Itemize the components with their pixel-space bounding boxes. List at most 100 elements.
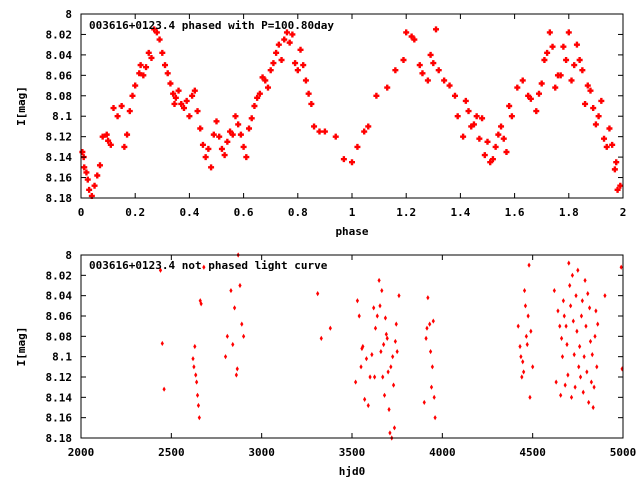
data-point bbox=[573, 384, 577, 390]
data-point bbox=[527, 262, 531, 268]
data-point bbox=[397, 293, 401, 299]
x-tick-label: 0 bbox=[78, 206, 85, 219]
data-point bbox=[595, 364, 599, 370]
data-point bbox=[614, 186, 621, 193]
data-point bbox=[495, 131, 502, 138]
data-point bbox=[316, 291, 320, 297]
data-point bbox=[159, 49, 166, 56]
data-point bbox=[164, 70, 171, 77]
data-point bbox=[382, 392, 387, 398]
data-point bbox=[99, 133, 106, 140]
data-point bbox=[178, 100, 185, 107]
y-tick-label: 8.02 bbox=[46, 269, 73, 282]
data-point bbox=[526, 313, 530, 319]
data-point bbox=[300, 62, 307, 69]
data-point bbox=[319, 335, 323, 341]
data-point bbox=[560, 43, 567, 50]
x-tick-label: 3000 bbox=[248, 446, 275, 459]
data-point bbox=[392, 425, 397, 431]
data-point bbox=[400, 57, 407, 63]
data-point bbox=[559, 335, 564, 341]
data-point bbox=[573, 41, 580, 48]
data-point bbox=[611, 166, 618, 173]
data-point bbox=[585, 369, 589, 375]
data-point bbox=[370, 352, 374, 358]
data-point bbox=[156, 36, 163, 43]
data-point bbox=[183, 97, 190, 104]
data-point bbox=[498, 123, 505, 130]
data-point bbox=[189, 92, 196, 99]
data-point bbox=[473, 113, 480, 120]
data-point bbox=[186, 113, 193, 120]
data-point bbox=[582, 100, 589, 107]
data-point bbox=[234, 372, 238, 378]
y-tick-label: 8.16 bbox=[46, 412, 73, 425]
data-point bbox=[297, 46, 304, 53]
data-point bbox=[619, 264, 623, 270]
data-point bbox=[568, 77, 575, 84]
data-point bbox=[194, 108, 201, 115]
data-point bbox=[522, 369, 526, 375]
data-point bbox=[546, 29, 553, 36]
data-point bbox=[506, 103, 513, 110]
data-point bbox=[377, 277, 381, 284]
data-point bbox=[533, 108, 540, 115]
data-point bbox=[584, 82, 591, 89]
data-point bbox=[583, 277, 587, 284]
data-point bbox=[521, 359, 525, 365]
data-point bbox=[124, 131, 131, 138]
data-point bbox=[316, 128, 323, 135]
data-point bbox=[424, 335, 428, 341]
data-point bbox=[569, 394, 574, 400]
data-point bbox=[557, 72, 564, 79]
data-point bbox=[363, 396, 367, 402]
data-point bbox=[227, 128, 234, 135]
unphased-light-curve-panel: 2000 2500 3000 3500 4000 4500 5000 8 8.02 8.04 8.0… bbox=[15, 249, 636, 478]
data-point bbox=[394, 321, 398, 327]
data-point bbox=[500, 135, 507, 142]
data-point bbox=[205, 145, 212, 152]
data-point bbox=[522, 287, 527, 294]
data-point bbox=[484, 138, 491, 145]
x-tick-label: 0.4 bbox=[179, 206, 199, 219]
data-point bbox=[389, 364, 393, 370]
y-tick-label: 8 bbox=[65, 8, 72, 21]
data-point bbox=[216, 133, 223, 140]
data-point bbox=[96, 162, 103, 169]
data-point bbox=[357, 313, 361, 319]
data-point bbox=[620, 366, 624, 372]
data-point bbox=[590, 105, 597, 112]
data-point bbox=[292, 60, 299, 67]
data-point bbox=[576, 57, 583, 63]
data-point bbox=[286, 39, 293, 46]
data-point bbox=[587, 399, 591, 406]
x-tick-label: 0.2 bbox=[125, 206, 145, 219]
data-point bbox=[470, 121, 477, 128]
data-point bbox=[121, 143, 128, 150]
data-point bbox=[148, 54, 155, 61]
data-point bbox=[460, 133, 467, 140]
data-point bbox=[403, 29, 410, 36]
data-point bbox=[86, 186, 93, 193]
data-point bbox=[175, 87, 182, 94]
data-point bbox=[210, 131, 217, 138]
data-point bbox=[107, 141, 114, 148]
data-point bbox=[563, 57, 570, 63]
data-point bbox=[586, 291, 590, 297]
data-point bbox=[516, 323, 520, 329]
x-tick-label: 1.8 bbox=[559, 206, 579, 219]
data-point bbox=[565, 341, 569, 348]
y-tick-label: 8.14 bbox=[46, 391, 73, 404]
data-point bbox=[354, 143, 361, 150]
data-point bbox=[197, 415, 201, 421]
data-point bbox=[332, 133, 339, 140]
data-point bbox=[419, 70, 426, 77]
data-point bbox=[564, 323, 568, 329]
data-point bbox=[132, 82, 139, 89]
data-point bbox=[364, 356, 369, 362]
data-point bbox=[283, 29, 290, 36]
data-point bbox=[264, 84, 271, 91]
data-point bbox=[254, 94, 261, 101]
data-point bbox=[256, 90, 263, 97]
